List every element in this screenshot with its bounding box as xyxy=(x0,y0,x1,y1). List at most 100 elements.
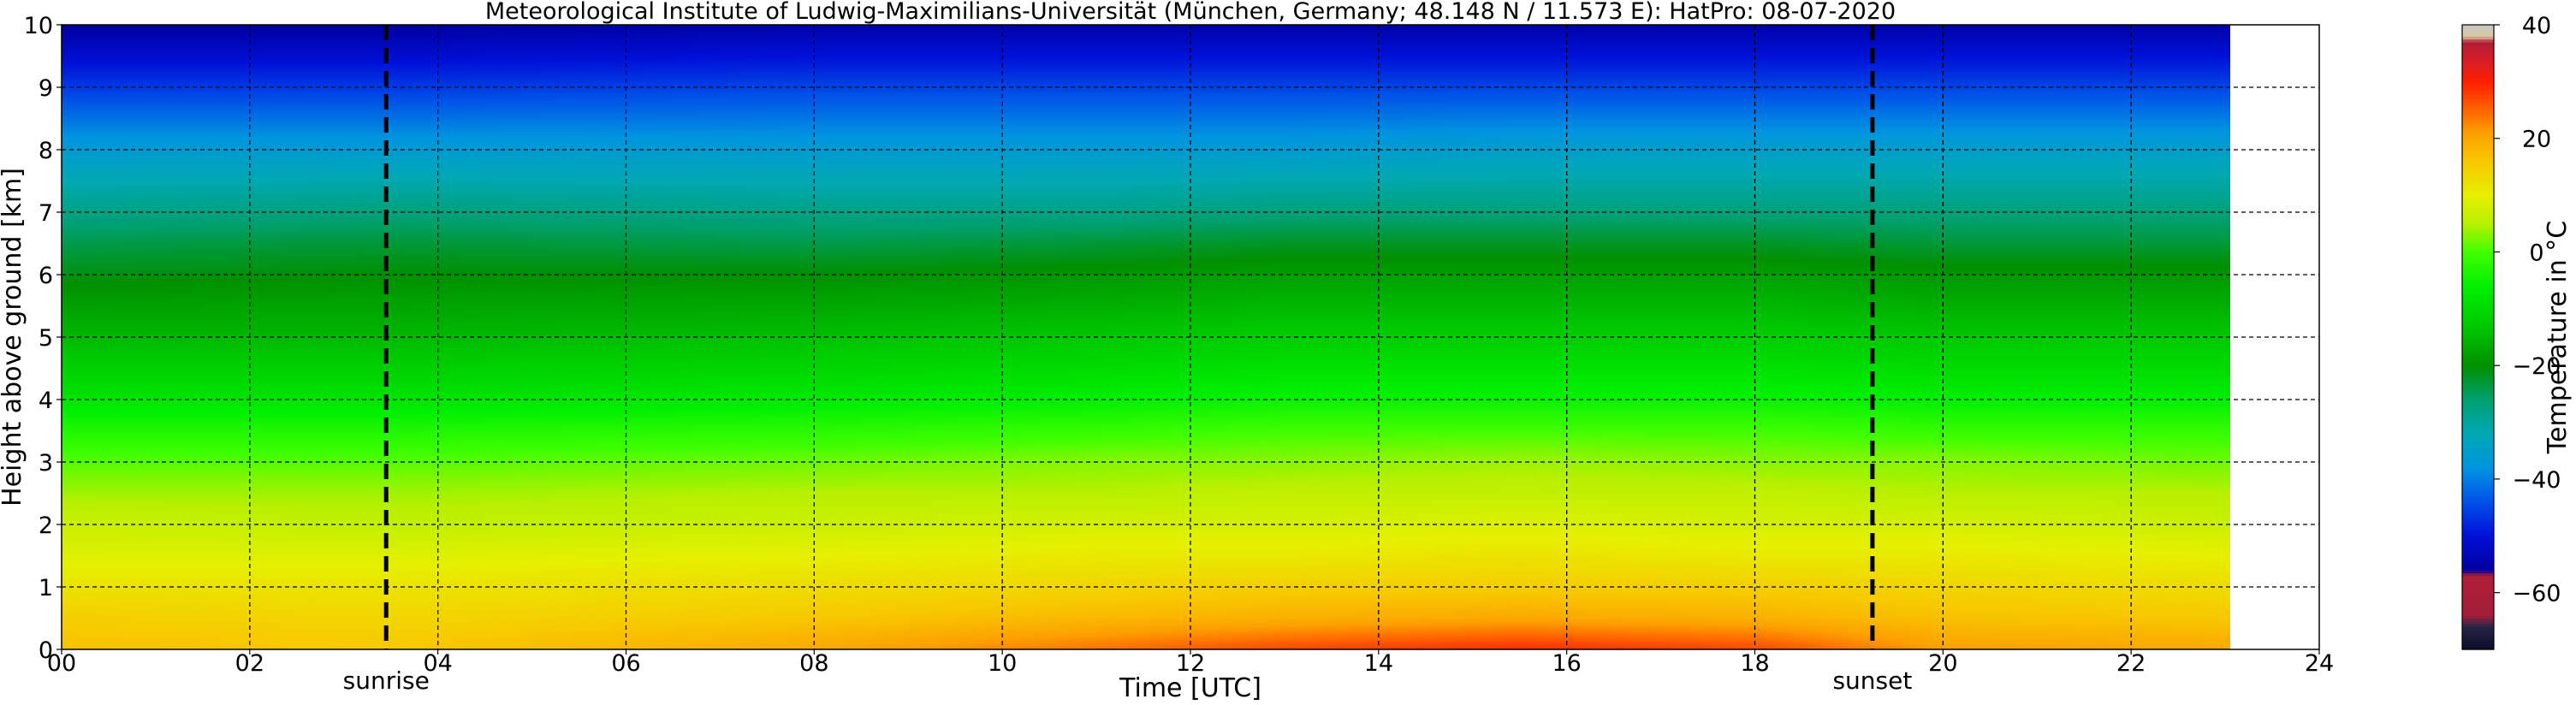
y-tick-label: 5 xyxy=(39,325,53,352)
colorbar-segment xyxy=(2462,584,2494,588)
colorbar-segment xyxy=(2462,183,2494,187)
colorbar-segment xyxy=(2462,473,2494,477)
colorbar-segment xyxy=(2462,187,2494,191)
colorbar-segment xyxy=(2462,587,2494,590)
y-axis-ticks: 0 1 2 3 4 5 6 7 8 9 10 xyxy=(24,13,62,664)
x-tick-label: 12 xyxy=(1176,650,1205,677)
colorbar-segment xyxy=(2462,447,2494,452)
annotation-label-sunrise: sunrise xyxy=(343,666,430,695)
colorbar-segment xyxy=(2462,436,2494,441)
colorbar-segment xyxy=(2462,453,2494,457)
colorbar-segment xyxy=(2462,501,2494,506)
colorbar-segment xyxy=(2462,495,2494,500)
colorbar-segment xyxy=(2462,629,2494,633)
colorbar-segment xyxy=(2462,303,2494,307)
colorbar-segment xyxy=(2462,407,2494,412)
colorbar-segment xyxy=(2462,129,2494,133)
y-tick-label: 10 xyxy=(24,13,53,39)
colorbar-segment xyxy=(2462,340,2494,344)
colorbar-segment xyxy=(2462,536,2494,540)
colorbar-segment xyxy=(2462,175,2494,179)
colorbar-segment xyxy=(2462,465,2494,469)
annotation-lines xyxy=(383,25,1875,649)
y-tick-label: 9 xyxy=(39,75,53,102)
colorbar-segment xyxy=(2462,101,2494,105)
colorbar-segment xyxy=(2462,243,2494,247)
colorbar-segment xyxy=(2462,445,2494,449)
colorbar-segment xyxy=(2462,566,2494,571)
colorbar-segment xyxy=(2462,578,2494,582)
colorbar-segment xyxy=(2462,646,2494,650)
colorbar-segment xyxy=(2462,110,2494,114)
colorbar-segment xyxy=(2462,637,2494,642)
colorbar-segment xyxy=(2462,518,2494,523)
colorbar-segment xyxy=(2462,44,2494,49)
colorbar: 40 20 0 −20 −40 −60 Temperature in °C xyxy=(2461,13,2573,650)
colorbar-segment xyxy=(2462,155,2494,159)
colorbar-segment xyxy=(2462,269,2494,273)
colorbar-ticks: 40 20 0 −20 −40 −60 xyxy=(2494,13,2561,607)
y-tick-label: 6 xyxy=(39,263,53,289)
x-tick-label: 06 xyxy=(611,650,640,677)
colorbar-segment xyxy=(2462,64,2494,68)
colorbar-segment xyxy=(2462,294,2494,299)
colorbar-tick-label: −20 xyxy=(2513,353,2561,380)
colorbar-segment xyxy=(2462,314,2494,318)
colorbar-segment xyxy=(2462,351,2494,355)
colorbar-segment xyxy=(2462,581,2494,585)
colorbar-segment xyxy=(2462,362,2494,366)
colorbar-segment xyxy=(2462,413,2494,418)
colorbar-segment xyxy=(2462,181,2494,185)
colorbar-segment xyxy=(2462,317,2494,321)
colorbar-segment xyxy=(2462,39,2494,43)
colorbar-segment xyxy=(2462,121,2494,125)
y-tick-label: 1 xyxy=(39,575,53,601)
colorbar-segment xyxy=(2462,541,2494,545)
colorbar-segment xyxy=(2462,79,2494,82)
colorbar-segment xyxy=(2462,81,2494,86)
colorbar-segment xyxy=(2462,144,2494,148)
colorbar-segment xyxy=(2462,359,2494,364)
colorbar-segment xyxy=(2462,98,2494,103)
colorbar-segment xyxy=(2462,192,2494,196)
colorbar-segment xyxy=(2462,107,2494,111)
colorbar-segment xyxy=(2462,382,2494,387)
colorbar-segment xyxy=(2462,450,2494,454)
colorbar-segment xyxy=(2462,422,2494,426)
colorbar-segment xyxy=(2462,459,2494,463)
colorbar-segment xyxy=(2462,161,2494,165)
y-tick-label: 2 xyxy=(39,512,53,539)
colorbar-segment xyxy=(2462,615,2494,619)
y-tick-label: 7 xyxy=(39,200,53,227)
colorbar-segment xyxy=(2462,27,2494,32)
colorbar-tick-label: 0 xyxy=(2529,240,2543,266)
colorbar-segment xyxy=(2462,532,2494,536)
colorbar-segment xyxy=(2462,396,2494,400)
colorbar-segment xyxy=(2462,478,2494,483)
x-tick-label: 10 xyxy=(988,650,1017,677)
colorbar-segment xyxy=(2462,135,2494,139)
colorbar-segment xyxy=(2462,592,2494,596)
colorbar-segment xyxy=(2462,311,2494,316)
colorbar-segment xyxy=(2462,601,2494,605)
colorbar-segment xyxy=(2462,521,2494,525)
x-tick-label: 02 xyxy=(235,650,264,677)
colorbar-segment xyxy=(2462,209,2494,213)
colorbar-segment xyxy=(2462,163,2494,168)
colorbar-segment xyxy=(2462,141,2494,145)
colorbar-segment xyxy=(2462,53,2494,57)
colorbar-segment xyxy=(2462,297,2494,301)
x-axis-label: Time [UTC] xyxy=(1119,673,1261,703)
colorbar-segment xyxy=(2462,30,2494,34)
colorbar-segment xyxy=(2462,178,2494,182)
colorbar-segment xyxy=(2462,379,2494,383)
colorbar-segment xyxy=(2462,342,2494,347)
colorbar-segment xyxy=(2462,482,2494,486)
colorbar-segment xyxy=(2462,370,2494,375)
heatmap-layer xyxy=(62,25,2230,649)
colorbar-segment xyxy=(2462,90,2494,94)
colorbar-segment xyxy=(2462,92,2494,97)
colorbar-segment xyxy=(2462,220,2494,224)
colorbar-frame xyxy=(2461,24,2495,650)
